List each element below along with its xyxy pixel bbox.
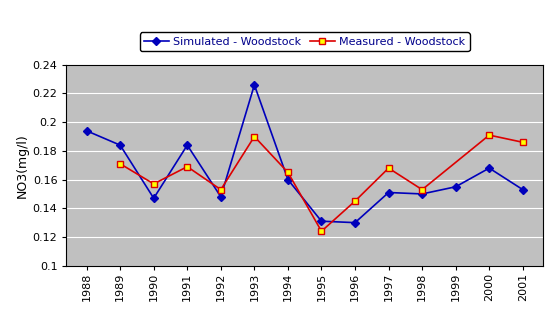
Measured - Woodstock [486, 133, 493, 137]
Simulated - Woodstock [419, 192, 425, 196]
Simulated - Woodstock [83, 129, 90, 133]
Simulated - Woodstock [251, 83, 258, 87]
Simulated - Woodstock [117, 143, 124, 147]
Measured - Woodstock [251, 134, 258, 138]
Measured - Woodstock [318, 229, 325, 233]
Measured - Woodstock [520, 140, 526, 144]
Measured - Woodstock [150, 182, 157, 186]
Simulated - Woodstock [184, 143, 191, 147]
Simulated - Woodstock [385, 191, 392, 194]
Measured - Woodstock [117, 162, 124, 166]
Simulated - Woodstock [453, 185, 459, 189]
Measured - Woodstock [352, 199, 358, 203]
Simulated - Woodstock [285, 178, 291, 181]
Simulated - Woodstock [218, 195, 224, 199]
Line: Measured - Woodstock: Measured - Woodstock [117, 132, 526, 234]
Simulated - Woodstock [352, 221, 358, 225]
Simulated - Woodstock [150, 196, 157, 200]
Line: Simulated - Woodstock: Simulated - Woodstock [84, 82, 526, 226]
Measured - Woodstock [385, 166, 392, 170]
Measured - Woodstock [184, 165, 191, 168]
Y-axis label: NO3(mg/l): NO3(mg/l) [16, 133, 28, 198]
Simulated - Woodstock [318, 219, 325, 223]
Simulated - Woodstock [520, 188, 526, 191]
Measured - Woodstock [285, 170, 291, 174]
Simulated - Woodstock [486, 166, 493, 170]
Legend: Simulated - Woodstock, Measured - Woodstock: Simulated - Woodstock, Measured - Woodst… [140, 32, 470, 51]
Measured - Woodstock [218, 188, 224, 191]
Measured - Woodstock [419, 188, 425, 191]
